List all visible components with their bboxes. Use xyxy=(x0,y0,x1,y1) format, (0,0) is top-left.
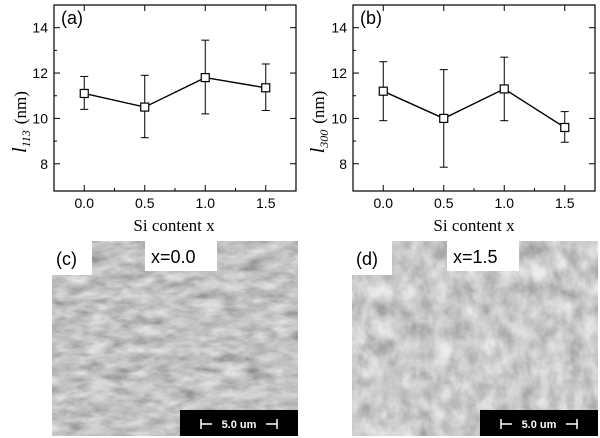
data-point-a xyxy=(140,102,150,112)
plot-area-b: 8 10 12 14 0.0 0.5 1.0 1.5 xyxy=(331,4,596,211)
x-tick-label-b: 1.5 xyxy=(555,195,575,211)
y-axis-subscript-b: 300 xyxy=(317,130,331,149)
plot-area-a: 8 10 12 14 0.0 0.5 1.0 1.5 xyxy=(32,4,297,211)
y-tick-label-a: 12 xyxy=(32,65,48,81)
chart-panel-b: 8 10 12 14 0.0 0.5 1.0 1.5 (b) Si content x l30… xyxy=(307,4,596,235)
caption-c: x=0.0 xyxy=(151,247,196,267)
y-tick-label-a: 14 xyxy=(32,20,48,36)
sem-image-c-texture xyxy=(52,241,298,436)
caption-d-box xyxy=(447,241,519,271)
x-tick-label-a: 0.0 xyxy=(75,195,95,211)
chart-panel-a: 8 10 12 14 0.0 0.5 1.0 1.5 (a) Si content x l11… xyxy=(9,4,297,235)
series-line-b xyxy=(382,88,566,129)
x-tick-label-a: 1.0 xyxy=(196,195,216,211)
y-tick-label-a: 8 xyxy=(40,156,48,172)
y-axis-title-a: l113 (nm) xyxy=(9,91,33,153)
data-point-b xyxy=(560,122,570,133)
x-axis-title-a: Si content x xyxy=(133,216,215,235)
sem-image-d-texture xyxy=(352,241,598,436)
y-axis-subscript-a: 113 xyxy=(19,130,33,147)
y-tick-label-b: 12 xyxy=(331,65,347,81)
scale-bar-d-box xyxy=(480,410,598,436)
x-tick-label-a: 0.5 xyxy=(135,195,155,211)
caption-d: x=1.5 xyxy=(453,247,498,267)
panel-label-d: (d) xyxy=(356,249,378,269)
y-axis-unit-a: (nm) xyxy=(11,91,30,124)
plot-frame-a xyxy=(53,4,297,192)
panel-label-c: (c) xyxy=(56,249,77,269)
x-axis-title-b: Si content x xyxy=(433,216,515,235)
scale-bar-c-box xyxy=(180,410,298,436)
x-tick-label-b: 0.0 xyxy=(374,195,394,211)
data-point-b xyxy=(499,84,509,94)
data-point-b xyxy=(378,86,388,96)
scale-bar-c-line xyxy=(200,419,278,429)
y-axis-symbol-b: l xyxy=(307,147,329,153)
panel-label-c-box xyxy=(52,241,92,275)
y-tick-label-b: 14 xyxy=(331,20,347,36)
panel-label-d-box xyxy=(352,241,392,275)
x-tick-label-b: 0.5 xyxy=(434,195,454,211)
data-point-a xyxy=(79,88,89,99)
data-point-a xyxy=(261,83,271,93)
y-axis-title-b: l300 (nm) xyxy=(307,91,331,154)
plot-frame-b xyxy=(352,4,596,192)
y-axis-unit-b: (nm) xyxy=(309,91,328,124)
sem-image-panel-c: (c) x=0.0 5.0 um xyxy=(52,241,298,436)
y-tick-label-b: 8 xyxy=(339,156,347,172)
series-line-a xyxy=(84,76,266,108)
data-point-a xyxy=(200,72,210,83)
data-point-b xyxy=(439,113,449,124)
y-tick-label-b: 10 xyxy=(331,110,347,126)
y-tick-label-a: 10 xyxy=(32,110,48,126)
scale-bar-c-label: 5.0 um xyxy=(222,419,257,431)
panel-label-a: (a) xyxy=(61,8,83,28)
scale-bar-d-line xyxy=(500,419,578,429)
y-axis-symbol-a: l xyxy=(9,147,31,153)
x-tick-label-b: 1.0 xyxy=(495,195,515,211)
scale-bar-d-label: 5.0 um xyxy=(522,419,557,431)
caption-c-box xyxy=(145,241,217,271)
sem-image-panel-d: (d) x=1.5 5.0 um xyxy=(352,241,598,436)
x-tick-label-a: 1.5 xyxy=(256,195,276,211)
panel-label-b: (b) xyxy=(360,8,382,28)
